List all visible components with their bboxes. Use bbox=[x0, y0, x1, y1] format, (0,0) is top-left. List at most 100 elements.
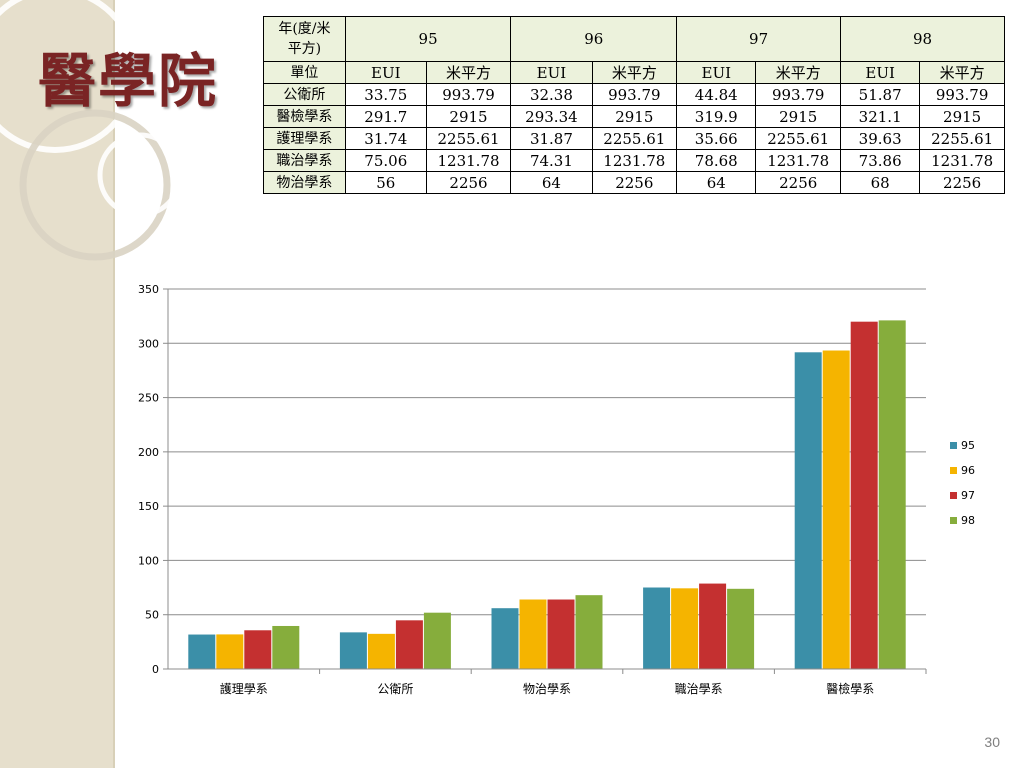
x-category-label: 醫檢學系 bbox=[826, 681, 874, 696]
table-cell: 2256 bbox=[919, 171, 1005, 194]
table-cell: 1231.78 bbox=[425, 149, 512, 172]
bar-97-3 bbox=[699, 583, 727, 669]
bar-96-1 bbox=[367, 633, 395, 669]
legend-label: 98 bbox=[961, 514, 975, 527]
bar-98-3 bbox=[727, 588, 755, 669]
table-cell: 319.9 bbox=[676, 105, 757, 128]
table-cell: 2256 bbox=[425, 171, 512, 194]
table-row: 公衛所 33.75 993.79 32.38 993.79 44.84 993.79 51.8… bbox=[263, 83, 1005, 106]
table-row-label: 物治學系 bbox=[263, 171, 346, 194]
y-tick-label: 350 bbox=[138, 283, 159, 296]
y-tick-label: 250 bbox=[138, 392, 159, 405]
x-category-label: 護理學系 bbox=[220, 681, 268, 696]
bar-96-4 bbox=[822, 350, 850, 669]
table-unit-header: 米平方 bbox=[755, 61, 842, 84]
bar-97-2 bbox=[547, 599, 575, 669]
bar-97-1 bbox=[395, 620, 423, 669]
bar-95-0 bbox=[188, 634, 216, 669]
table-unit-header: 米平方 bbox=[425, 61, 512, 84]
y-tick-label: 50 bbox=[145, 609, 159, 622]
bar-96-0 bbox=[216, 634, 244, 669]
table-year-header: 95 bbox=[344, 16, 512, 62]
x-category-label: 物治學系 bbox=[523, 682, 571, 696]
x-category-label: 職治學系 bbox=[675, 682, 723, 696]
table-unit-header: EUI bbox=[510, 61, 593, 84]
table-row: 職治學系 75.06 1231.78 74.31 1231.78 78.68 1231.78… bbox=[263, 149, 1005, 172]
table-cell: 44.84 bbox=[676, 83, 757, 106]
y-tick-label: 0 bbox=[152, 663, 159, 676]
legend-label: 95 bbox=[961, 439, 975, 452]
slide-title: 醫學院 bbox=[38, 47, 219, 115]
table-cell: 2255.61 bbox=[755, 127, 842, 150]
bar-95-4 bbox=[794, 352, 822, 669]
table-cell: 993.79 bbox=[591, 83, 678, 106]
table-cell: 2256 bbox=[755, 171, 842, 194]
bar-95-3 bbox=[643, 587, 671, 669]
legend-label: 96 bbox=[961, 464, 975, 477]
table-year-header: 96 bbox=[510, 16, 678, 62]
table-cell: 64 bbox=[676, 171, 757, 194]
decorative-side-line bbox=[113, 0, 115, 768]
table-cell: 33.75 bbox=[344, 83, 427, 106]
table-unit-header: EUI bbox=[676, 61, 757, 84]
table-cell: 73.86 bbox=[840, 149, 921, 172]
table-cell: 75.06 bbox=[344, 149, 427, 172]
page-number: 30 bbox=[984, 734, 1000, 750]
table-cell: 321.1 bbox=[840, 105, 921, 128]
table-cell: 2256 bbox=[591, 171, 678, 194]
decorative-side-band bbox=[0, 0, 113, 768]
table-cell: 51.87 bbox=[840, 83, 921, 106]
table-cell: 2915 bbox=[591, 105, 678, 128]
table-unit-header: EUI bbox=[344, 61, 427, 84]
y-tick-label: 300 bbox=[138, 337, 159, 350]
table-unit-header: EUI bbox=[840, 61, 921, 84]
bar-98-1 bbox=[423, 612, 451, 669]
bar-97-0 bbox=[244, 630, 272, 669]
table-cell: 78.68 bbox=[676, 149, 757, 172]
bar-98-4 bbox=[878, 320, 906, 669]
table-year-header: 97 bbox=[676, 16, 842, 62]
table-year-row: 年(度/米 平方) 95 96 97 98 bbox=[263, 16, 1005, 62]
table-cell: 2255.61 bbox=[919, 127, 1005, 150]
table-cell: 1231.78 bbox=[591, 149, 678, 172]
table-row-label: 醫檢學系 bbox=[263, 105, 346, 128]
bar-95-1 bbox=[339, 632, 367, 669]
legend-swatch-98 bbox=[950, 517, 957, 524]
table-cell: 993.79 bbox=[919, 83, 1005, 106]
y-tick-label: 100 bbox=[138, 554, 159, 567]
table-unit-header: 米平方 bbox=[591, 61, 678, 84]
bar-98-2 bbox=[575, 595, 603, 669]
table-cell: 74.31 bbox=[510, 149, 593, 172]
table-cell: 31.87 bbox=[510, 127, 593, 150]
y-tick-label: 150 bbox=[138, 500, 159, 513]
table-year-header: 98 bbox=[840, 16, 1005, 62]
bar-97-4 bbox=[850, 321, 878, 669]
bar-95-2 bbox=[491, 608, 519, 669]
table-row: 護理學系 31.74 2255.61 31.87 2255.61 35.66 2255.61… bbox=[263, 127, 1005, 150]
table-unit-row-label: 單位 bbox=[263, 61, 346, 84]
legend-swatch-96 bbox=[950, 467, 957, 474]
table-cell: 2915 bbox=[919, 105, 1005, 128]
table-cell: 39.63 bbox=[840, 127, 921, 150]
legend-label: 97 bbox=[961, 489, 975, 502]
bar-96-3 bbox=[671, 588, 699, 669]
table-cell: 291.7 bbox=[344, 105, 427, 128]
legend-swatch-95 bbox=[950, 442, 957, 449]
table-corner-label: 年(度/米平方) bbox=[263, 16, 346, 62]
table-row-label: 職治學系 bbox=[263, 149, 346, 172]
table-cell: 35.66 bbox=[676, 127, 757, 150]
table-cell: 2255.61 bbox=[591, 127, 678, 150]
eui-data-table: 年(度/米 平方) 95 96 97 98 單位 EUI 米平方 EUI 米平方 EUI 米平方 EUI 米… bbox=[263, 16, 1005, 194]
table-cell: 2915 bbox=[755, 105, 842, 128]
table-row: 物治學系 56 2256 64 2256 64 2256 68 2256 bbox=[263, 171, 1005, 194]
bar-96-2 bbox=[519, 599, 547, 669]
corner-label-line1: 年(度/米 bbox=[278, 21, 331, 37]
table-cell: 2255.61 bbox=[425, 127, 512, 150]
table-cell: 64 bbox=[510, 171, 593, 194]
table-cell: 32.38 bbox=[510, 83, 593, 106]
corner-label-line2: 平方) bbox=[287, 41, 322, 57]
eui-bar-chart: 0 50 100 150 200 250 300 350 護理學系 公衛所 物治學系 職治學系 醫檢學系… bbox=[138, 283, 975, 696]
table-cell: 31.74 bbox=[344, 127, 427, 150]
table-unit-row: 單位 EUI 米平方 EUI 米平方 EUI 米平方 EUI 米平方 bbox=[263, 61, 1005, 84]
table-row: 醫檢學系 291.7 2915 293.34 2915 319.9 2915 321.1 291… bbox=[263, 105, 1005, 128]
